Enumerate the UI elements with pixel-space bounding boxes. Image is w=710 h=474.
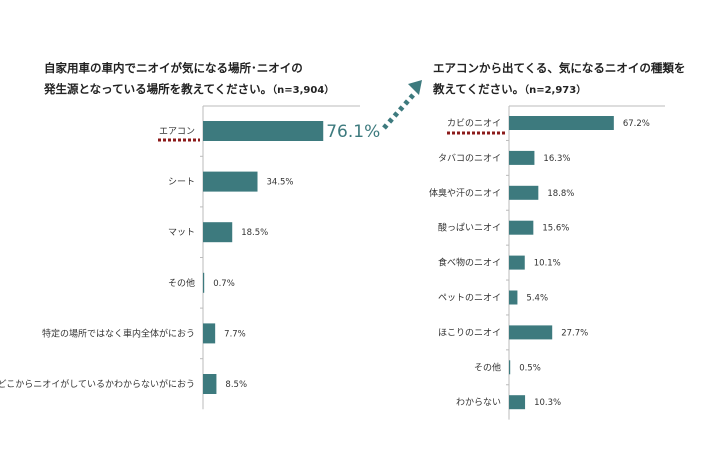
left-category-label: シート [168, 178, 195, 188]
left-value-label: 76.1% [326, 122, 380, 142]
left-title-line1: 自家用車の車内でニオイが気になる場所･ニオイの [44, 61, 303, 75]
left-value-label: 34.5% [267, 178, 294, 188]
left-value-label: 8.5% [225, 380, 247, 390]
right-category-label: カビのニオイ [447, 118, 501, 129]
right-bar [509, 360, 511, 375]
left-bar [203, 222, 233, 243]
right-bar [509, 185, 539, 200]
right-value-label: 16.3% [543, 154, 570, 164]
left-value-label: 18.5% [241, 228, 268, 238]
connector-arrow [382, 80, 422, 130]
left-bar [203, 121, 324, 141]
right-bar [509, 220, 534, 235]
right-value-label: 10.1% [534, 259, 561, 269]
right-title-line1: エアコンから出てくる、気になるニオイの種類を [433, 61, 686, 75]
right-category-label: わからない [456, 397, 501, 408]
left-chart-title: 自家用車の車内でニオイが気になる場所･ニオイの 発生源となっている場所を教えてく… [44, 58, 334, 101]
left-category-label: マット [168, 228, 195, 238]
right-bar [509, 150, 535, 165]
right-bar [509, 255, 525, 270]
right-title-line2: 教えてください。 [433, 82, 525, 96]
right-category-label: 食べ物のニオイ [438, 257, 501, 269]
right-bar [509, 290, 518, 305]
left-bar [203, 171, 258, 192]
left-category-label: その他 [168, 277, 195, 289]
right-value-label: 18.8% [547, 189, 574, 199]
left-value-label: 7.7% [224, 329, 246, 339]
left-bar [203, 272, 205, 293]
left-category-label: エアコン [159, 127, 195, 137]
right-value-label: 15.6% [542, 224, 569, 234]
right-category-label: 酸っぱいニオイ [438, 223, 501, 234]
right-value-label: 27.7% [561, 328, 588, 338]
left-value-label: 0.7% [213, 279, 235, 289]
right-sample-size: （n=2,973） [524, 85, 587, 96]
left-sample-size: （n=3,904） [272, 85, 335, 96]
right-chart-title: エアコンから出てくる、気になるニオイの種類を 教えてください。（n=2,973） [433, 58, 685, 101]
right-value-label: 0.5% [519, 363, 541, 373]
right-category-label: ペットのニオイ [438, 293, 501, 304]
left-category-label: 特定の場所ではなく車内全体がにおう [42, 327, 195, 339]
right-category-label: タバコのニオイ [438, 153, 501, 164]
right-category-label: その他 [474, 361, 501, 373]
right-value-label: 10.3% [534, 398, 561, 408]
right-value-label: 5.4% [526, 294, 548, 304]
left-title-line2: 発生源となっている場所を教えてください。 [44, 82, 273, 96]
right-bar [509, 395, 526, 410]
right-category-label: 体臭や汗のニオイ [429, 187, 501, 199]
right-bar [509, 116, 614, 130]
right-bar [509, 325, 553, 340]
left-bar [203, 374, 217, 394]
left-category-label: どこからニオイがしているかわからないがにおう [0, 378, 195, 390]
left-bar [203, 323, 216, 344]
right-category-label: ほこりのニオイ [438, 327, 501, 338]
right-value-label: 67.2% [623, 119, 650, 129]
